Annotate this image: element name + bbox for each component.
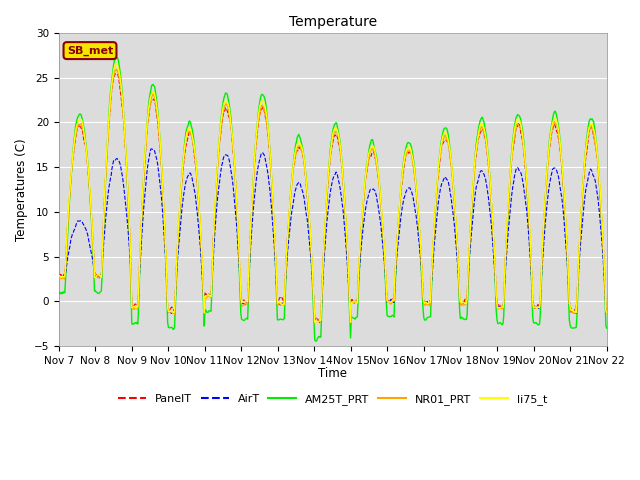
NR01_PRT: [603, 310, 611, 316]
Line: PanelT: PanelT: [59, 74, 607, 321]
AirT: [121, 195, 129, 201]
PanelT: [417, 246, 424, 252]
AM25T_PRT: [113, 55, 121, 60]
PanelT: [603, 307, 611, 313]
PanelT: [207, 293, 214, 299]
AM25T_PRT: [65, 212, 72, 217]
li75_t: [417, 243, 424, 249]
AM25T_PRT: [417, 254, 424, 260]
NR01_PRT: [55, 275, 63, 280]
X-axis label: Time: Time: [318, 367, 347, 380]
NR01_PRT: [401, 157, 408, 163]
AirT: [417, 257, 424, 263]
li75_t: [603, 310, 611, 315]
AM25T_PRT: [312, 338, 320, 344]
AM25T_PRT: [207, 308, 214, 314]
AirT: [177, 212, 185, 217]
AM25T_PRT: [177, 181, 185, 187]
NR01_PRT: [122, 147, 129, 153]
Y-axis label: Temperatures (C): Temperatures (C): [15, 138, 28, 241]
PanelT: [112, 71, 120, 77]
AirT: [401, 193, 408, 199]
li75_t: [113, 60, 120, 66]
li75_t: [177, 180, 185, 186]
AirT: [55, 273, 63, 279]
PanelT: [177, 184, 185, 190]
Legend: PanelT, AirT, AM25T_PRT, NR01_PRT, li75_t: PanelT, AirT, AM25T_PRT, NR01_PRT, li75_…: [114, 390, 552, 409]
li75_t: [65, 204, 72, 210]
PanelT: [65, 208, 72, 214]
NR01_PRT: [347, 319, 355, 325]
PanelT: [401, 159, 408, 165]
AirT: [65, 250, 72, 256]
NR01_PRT: [177, 182, 185, 188]
AM25T_PRT: [603, 325, 611, 331]
PanelT: [55, 271, 63, 277]
AirT: [316, 319, 323, 325]
AirT: [603, 309, 611, 315]
NR01_PRT: [113, 67, 120, 72]
Title: Temperature: Temperature: [289, 15, 377, 29]
li75_t: [401, 154, 408, 160]
AirT: [207, 292, 214, 298]
AirT: [148, 146, 156, 152]
AM25T_PRT: [122, 145, 129, 151]
NR01_PRT: [65, 208, 72, 214]
Line: li75_t: li75_t: [59, 63, 607, 323]
li75_t: [55, 272, 63, 278]
Line: AirT: AirT: [59, 149, 607, 322]
AM25T_PRT: [401, 152, 408, 157]
NR01_PRT: [207, 294, 214, 300]
AM25T_PRT: [55, 289, 63, 295]
Text: SB_met: SB_met: [67, 46, 113, 56]
PanelT: [122, 150, 129, 156]
NR01_PRT: [417, 246, 424, 252]
li75_t: [347, 320, 355, 325]
li75_t: [207, 293, 214, 299]
Line: AM25T_PRT: AM25T_PRT: [59, 58, 607, 341]
Line: NR01_PRT: NR01_PRT: [59, 70, 607, 322]
PanelT: [347, 318, 355, 324]
li75_t: [122, 146, 129, 152]
